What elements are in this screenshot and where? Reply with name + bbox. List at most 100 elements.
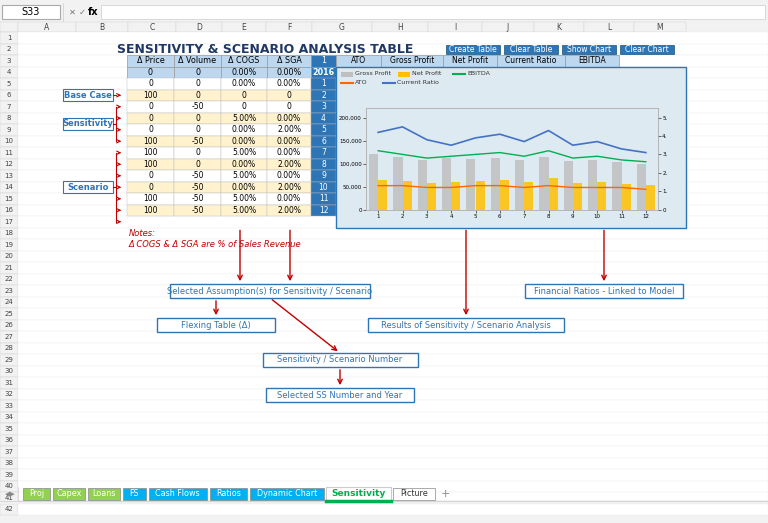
FancyBboxPatch shape (174, 89, 221, 101)
FancyBboxPatch shape (0, 147, 18, 158)
Text: Financial Ratios - Linked to Model: Financial Ratios - Linked to Model (534, 287, 674, 295)
FancyBboxPatch shape (311, 204, 336, 216)
FancyBboxPatch shape (18, 262, 768, 274)
Text: F: F (286, 22, 291, 31)
Bar (451, 182, 460, 210)
Text: 22: 22 (5, 276, 13, 282)
FancyBboxPatch shape (157, 318, 275, 332)
Text: 7: 7 (321, 148, 326, 157)
FancyBboxPatch shape (0, 354, 18, 366)
FancyBboxPatch shape (174, 112, 221, 124)
Text: ATO: ATO (351, 56, 366, 65)
Text: 0: 0 (195, 91, 200, 100)
Bar (418, 160, 427, 210)
FancyBboxPatch shape (562, 45, 616, 54)
Text: 1: 1 (321, 56, 326, 65)
Text: Flexing Table (Δ): Flexing Table (Δ) (181, 321, 251, 329)
Text: 5.00%: 5.00% (232, 194, 256, 203)
Text: 9: 9 (7, 127, 12, 133)
FancyBboxPatch shape (0, 89, 18, 101)
FancyBboxPatch shape (127, 55, 174, 66)
FancyBboxPatch shape (0, 251, 18, 262)
FancyBboxPatch shape (267, 181, 311, 193)
Text: 5: 5 (321, 125, 326, 134)
FancyBboxPatch shape (18, 331, 768, 343)
FancyBboxPatch shape (174, 135, 221, 147)
FancyBboxPatch shape (267, 147, 311, 158)
FancyBboxPatch shape (0, 43, 18, 55)
Bar (637, 164, 646, 210)
Text: 2: 2 (321, 91, 326, 100)
FancyBboxPatch shape (127, 101, 174, 112)
FancyBboxPatch shape (63, 89, 113, 101)
FancyBboxPatch shape (0, 500, 768, 504)
FancyBboxPatch shape (0, 458, 18, 469)
FancyBboxPatch shape (23, 488, 50, 500)
FancyBboxPatch shape (174, 147, 221, 158)
Text: Net Profit: Net Profit (452, 56, 488, 65)
FancyBboxPatch shape (0, 274, 18, 285)
Text: Δ Price: Δ Price (137, 56, 164, 65)
Text: 33: 33 (5, 403, 14, 409)
FancyBboxPatch shape (18, 135, 768, 147)
Text: -50: -50 (191, 206, 204, 215)
FancyBboxPatch shape (18, 481, 768, 492)
Bar (646, 185, 655, 210)
FancyBboxPatch shape (620, 45, 674, 54)
FancyBboxPatch shape (176, 22, 222, 32)
FancyBboxPatch shape (267, 170, 311, 181)
Text: 27: 27 (5, 334, 13, 340)
FancyBboxPatch shape (267, 135, 311, 147)
Text: 100: 100 (144, 206, 157, 215)
Text: 0: 0 (195, 160, 200, 169)
FancyBboxPatch shape (534, 22, 584, 32)
FancyBboxPatch shape (127, 193, 174, 204)
Text: 0.00%: 0.00% (232, 160, 256, 169)
Text: 16: 16 (5, 207, 14, 213)
FancyBboxPatch shape (221, 158, 267, 170)
FancyBboxPatch shape (311, 158, 336, 170)
Text: 0.00%: 0.00% (277, 113, 301, 123)
Text: 5.00%: 5.00% (232, 113, 256, 123)
Text: 34: 34 (5, 414, 13, 420)
FancyBboxPatch shape (0, 331, 18, 343)
Text: 0.00%: 0.00% (232, 79, 256, 88)
Text: 20: 20 (5, 253, 13, 259)
Text: 5.00%: 5.00% (232, 148, 256, 157)
FancyBboxPatch shape (311, 89, 336, 101)
FancyBboxPatch shape (174, 193, 221, 204)
FancyBboxPatch shape (266, 22, 312, 32)
FancyBboxPatch shape (0, 308, 18, 320)
Text: 0: 0 (148, 103, 153, 111)
Text: I: I (454, 22, 456, 31)
Text: Δ COGS: Δ COGS (228, 56, 260, 65)
Text: ✓: ✓ (78, 7, 85, 17)
Text: Clear Chart: Clear Chart (625, 45, 669, 54)
Text: E: E (242, 22, 247, 31)
FancyBboxPatch shape (18, 446, 768, 458)
FancyBboxPatch shape (221, 193, 267, 204)
FancyBboxPatch shape (428, 22, 482, 32)
Text: 5.00%: 5.00% (232, 171, 256, 180)
Bar (525, 182, 534, 210)
Text: 2.00%: 2.00% (277, 183, 301, 192)
FancyBboxPatch shape (127, 181, 174, 193)
Text: FS: FS (130, 490, 139, 498)
FancyBboxPatch shape (127, 158, 174, 170)
Text: 12: 12 (5, 161, 13, 167)
FancyBboxPatch shape (0, 262, 18, 274)
Text: Base Case: Base Case (64, 91, 112, 100)
Text: 0: 0 (148, 183, 153, 192)
Text: 26: 26 (5, 322, 13, 328)
Bar (573, 183, 582, 210)
FancyBboxPatch shape (221, 89, 267, 101)
FancyBboxPatch shape (267, 112, 311, 124)
FancyBboxPatch shape (149, 488, 207, 500)
FancyBboxPatch shape (482, 22, 534, 32)
Bar (491, 157, 500, 210)
FancyBboxPatch shape (267, 124, 311, 135)
Text: 100: 100 (144, 160, 157, 169)
FancyBboxPatch shape (0, 55, 18, 66)
FancyBboxPatch shape (565, 55, 619, 66)
FancyBboxPatch shape (504, 45, 558, 54)
